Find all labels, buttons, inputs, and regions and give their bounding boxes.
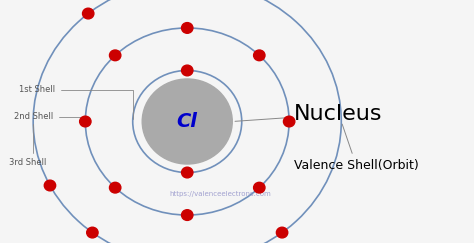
Ellipse shape bbox=[87, 227, 98, 238]
Ellipse shape bbox=[276, 227, 288, 238]
Ellipse shape bbox=[44, 180, 55, 191]
Text: 1st Shell: 1st Shell bbox=[19, 85, 133, 119]
Ellipse shape bbox=[80, 116, 91, 127]
Ellipse shape bbox=[109, 50, 121, 61]
Ellipse shape bbox=[182, 23, 193, 33]
Text: Valence Shell(Orbit): Valence Shell(Orbit) bbox=[294, 124, 419, 172]
Ellipse shape bbox=[182, 65, 193, 76]
Text: https://valenceelectrons.com: https://valenceelectrons.com bbox=[170, 191, 271, 197]
Ellipse shape bbox=[82, 8, 94, 19]
Ellipse shape bbox=[182, 167, 193, 178]
Ellipse shape bbox=[142, 79, 232, 164]
Ellipse shape bbox=[254, 50, 265, 61]
Text: Valence Electrons: Valence Electrons bbox=[0, 242, 1, 243]
Text: Nucleus: Nucleus bbox=[235, 104, 383, 124]
Ellipse shape bbox=[182, 210, 193, 220]
Ellipse shape bbox=[283, 116, 295, 127]
Ellipse shape bbox=[254, 182, 265, 193]
Text: 2nd Shell: 2nd Shell bbox=[14, 112, 85, 121]
Ellipse shape bbox=[109, 182, 121, 193]
Text: Cl: Cl bbox=[177, 112, 198, 131]
Text: 3rd Shell: 3rd Shell bbox=[9, 124, 47, 167]
